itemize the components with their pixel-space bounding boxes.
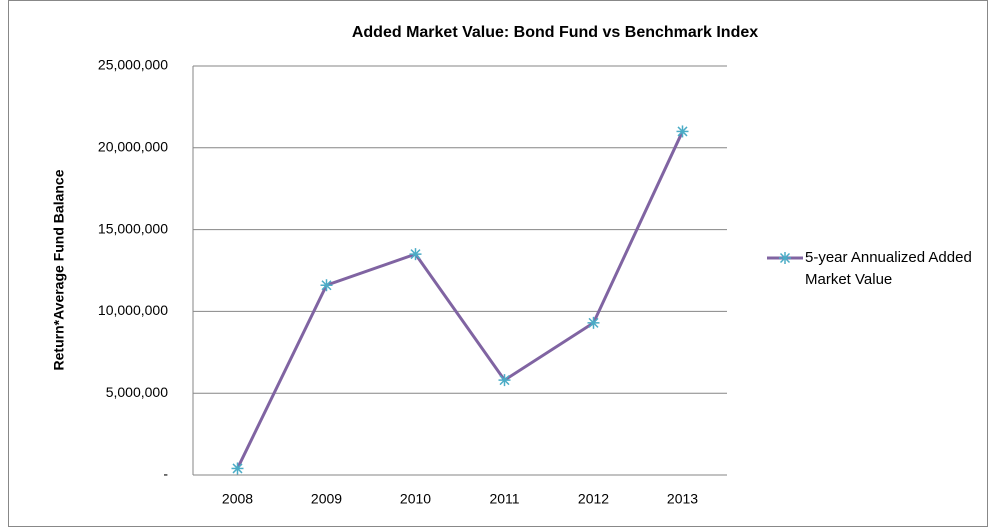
marker (231, 462, 244, 475)
marker (676, 125, 689, 138)
x-tick-label: 2012 (578, 491, 609, 507)
marker-stroke (321, 280, 332, 291)
marker-stroke (779, 252, 791, 264)
legend-marker (779, 252, 791, 264)
marker-stroke (499, 375, 510, 386)
marker (320, 279, 333, 292)
marker-stroke (677, 126, 688, 137)
y-tick-label: 5,000,000 (106, 384, 168, 400)
marker (498, 374, 511, 387)
chart-title: Added Market Value: Bond Fund vs Benchma… (352, 24, 758, 41)
y-tick-label: 15,000,000 (98, 220, 168, 236)
x-tick-label: 2008 (222, 491, 253, 507)
marker-stroke (588, 317, 599, 328)
legend-label: 5-year Annualized Added Market Value (805, 249, 972, 288)
y-tick-label: 25,000,000 (98, 57, 168, 73)
chart-border (8, 0, 988, 527)
y-tick-label: 10,000,000 (98, 302, 168, 318)
marker (587, 316, 600, 329)
x-tick-label: 2009 (311, 491, 342, 507)
y-tick-label: - (163, 466, 168, 482)
marker (409, 248, 422, 261)
marker-stroke (232, 463, 243, 474)
x-tick-label: 2011 (489, 491, 519, 507)
y-axis-title: Return*Average Fund Balance (51, 169, 67, 370)
series-line (236, 130, 684, 470)
marker-stroke (410, 249, 421, 260)
x-tick-label: 2010 (400, 491, 431, 507)
y-tick-label: 20,000,000 (98, 139, 168, 155)
x-tick-label: 2013 (667, 491, 698, 507)
